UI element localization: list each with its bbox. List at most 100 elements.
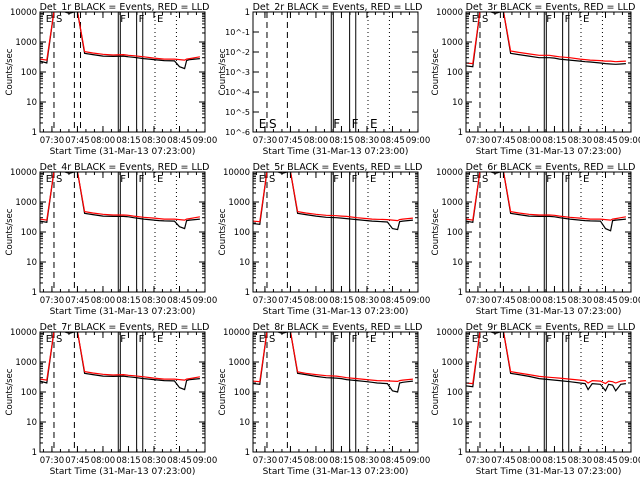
event-marker-label: F — [546, 334, 552, 345]
panel-title: Det_3r BLACK = Events, RED = LLD — [466, 2, 636, 13]
x-tick-label: 07:30 — [40, 296, 65, 306]
x-tick-label: 07:45 — [65, 456, 90, 466]
x-tick-label: 09:00 — [406, 456, 431, 466]
x-tick-label: 08:45 — [593, 456, 618, 466]
y-tick-label: 100 — [234, 228, 250, 238]
y-tick-label: 1 — [245, 448, 250, 458]
y-tick-label: 1 — [458, 448, 463, 458]
y-tick-label: 10000 — [223, 328, 250, 338]
plot-frame — [465, 331, 632, 453]
plot-frame — [465, 11, 632, 133]
y-axis-label: Counts/sec — [431, 208, 441, 255]
x-tick-label: 08:45 — [167, 136, 192, 146]
x-tick-label: 07:45 — [278, 456, 303, 466]
series-lld-line — [40, 12, 201, 61]
event-marker-label: F — [546, 174, 552, 185]
y-tick-label: 10 — [239, 418, 250, 428]
x-tick-label: 08:45 — [593, 136, 618, 146]
y-tick-label: 100 — [21, 228, 37, 238]
event-marker-label: E — [46, 334, 52, 345]
y-tick-label: 1 — [32, 448, 37, 458]
series-events-line — [466, 12, 626, 68]
x-tick-label: 09:00 — [619, 456, 640, 466]
x-tick-label: 07:45 — [65, 136, 90, 146]
x-tick-label: 08:30 — [142, 296, 167, 306]
series-lld-line — [466, 172, 627, 221]
event-marker-label: F — [333, 117, 340, 131]
x-tick-label: 07:30 — [466, 456, 491, 466]
x-tick-label: 08:45 — [593, 296, 618, 306]
y-tick-label: 10 — [26, 258, 37, 268]
x-axis-label: Start Time (31-Mar-13 07:23:00) — [50, 307, 196, 317]
x-tick-label: 08:00 — [304, 456, 329, 466]
y-tick-label: 10000 — [10, 328, 37, 338]
event-marker-label: S — [269, 334, 275, 345]
event-marker-label: S — [482, 174, 488, 185]
x-tick-label: 07:30 — [253, 136, 278, 146]
event-marker-label: S — [482, 334, 488, 345]
y-tick-label: 100 — [447, 228, 463, 238]
series-events-line — [466, 172, 626, 232]
event-marker-label: F — [120, 174, 126, 185]
y-tick-label: 100 — [234, 388, 250, 398]
event-marker-label: F — [546, 14, 552, 25]
event-marker-label: E — [259, 174, 265, 185]
event-marker-label: F — [565, 14, 571, 25]
event-marker-label: F — [565, 174, 571, 185]
x-tick-label: 08:45 — [167, 296, 192, 306]
x-tick-label: 07:30 — [253, 296, 278, 306]
x-tick-label: 08:15 — [116, 296, 141, 306]
event-marker-label: E — [472, 14, 478, 25]
plot-frame — [252, 11, 419, 133]
y-tick-label: 10000 — [436, 168, 463, 178]
x-tick-label: 08:30 — [568, 296, 593, 306]
event-marker-label: S — [269, 174, 275, 185]
event-marker-label: E — [46, 14, 52, 25]
event-marker-label: S — [482, 14, 488, 25]
x-tick-label: 08:15 — [542, 456, 567, 466]
event-marker-label: E — [157, 174, 163, 185]
x-tick-label: 08:30 — [568, 456, 593, 466]
y-tick-label: 1 — [32, 288, 37, 298]
series-lld-line — [40, 332, 201, 381]
x-tick-label: 08:45 — [380, 136, 405, 146]
x-axis-label: Start Time (31-Mar-13 07:23:00) — [263, 467, 409, 477]
y-tick-label: 1 — [245, 288, 250, 298]
y-tick-label: 1000 — [228, 198, 250, 208]
x-tick-label: 09:00 — [193, 296, 218, 306]
x-tick-label: 08:30 — [142, 136, 167, 146]
x-tick-label: 07:30 — [40, 136, 65, 146]
x-tick-label: 08:30 — [142, 456, 167, 466]
y-tick-label: 10 — [26, 98, 37, 108]
y-tick-label: 1000 — [441, 198, 463, 208]
x-axis-label: Start Time (31-Mar-13 07:23:00) — [50, 147, 196, 157]
series-events-line — [40, 332, 200, 391]
event-marker-label: E — [370, 117, 378, 131]
y-axis-label: Counts/sec — [431, 368, 441, 415]
x-tick-label: 08:15 — [329, 296, 354, 306]
x-tick-label: 07:45 — [278, 296, 303, 306]
y-tick-label: 10^-4 — [225, 88, 250, 97]
y-tick-label: 10 — [239, 258, 250, 268]
x-tick-label: 07:45 — [491, 136, 516, 146]
x-tick-label: 08:15 — [329, 136, 354, 146]
y-tick-label: 10000 — [436, 328, 463, 338]
event-marker-label: E — [583, 14, 589, 25]
y-tick-label: 10^-6 — [225, 128, 250, 137]
x-axis-label: Start Time (31-Mar-13 07:23:00) — [476, 467, 622, 477]
event-marker-label: F — [333, 334, 339, 345]
y-tick-label: 10 — [26, 418, 37, 428]
y-tick-label: 1000 — [15, 198, 37, 208]
event-marker-label: F — [139, 174, 145, 185]
series-events-line — [40, 172, 200, 230]
event-marker-label: F — [139, 14, 145, 25]
y-axis-label: Counts/sec — [218, 368, 228, 415]
x-tick-label: 09:00 — [406, 136, 431, 146]
